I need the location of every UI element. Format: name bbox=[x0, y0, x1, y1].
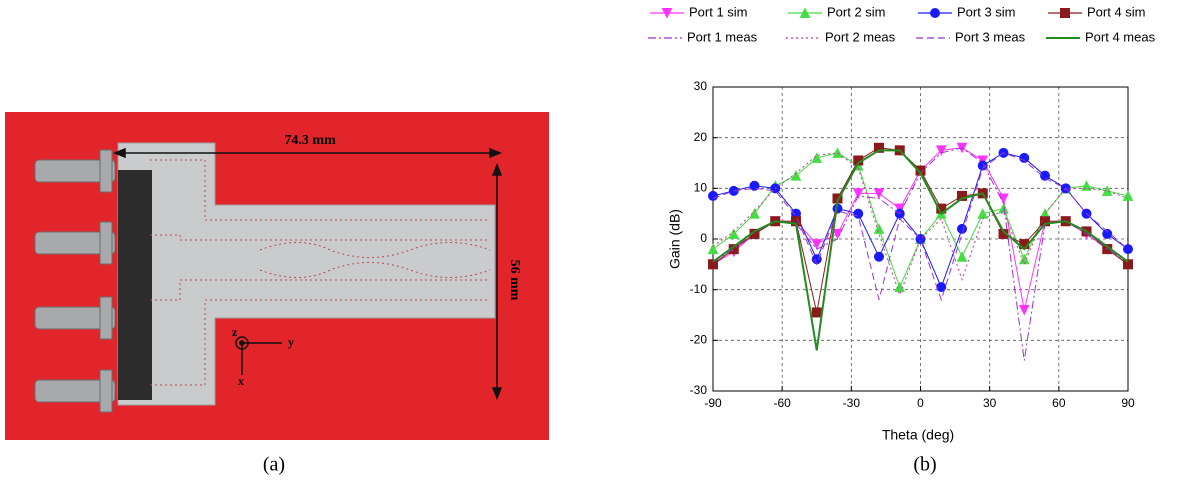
y-tick-label: 30 bbox=[694, 79, 708, 93]
marker bbox=[1018, 304, 1030, 316]
marker bbox=[935, 145, 947, 156]
legend-item: Port 1 sim bbox=[650, 4, 748, 19]
legend-label: Port 2 meas bbox=[825, 29, 896, 44]
x-axis-title: Theta (deg) bbox=[882, 427, 954, 443]
y-tick-label: 10 bbox=[694, 181, 708, 195]
marker bbox=[1019, 152, 1030, 163]
x-tick-label: 90 bbox=[1121, 396, 1135, 410]
marker bbox=[1102, 228, 1113, 239]
legend-label: Port 3 meas bbox=[955, 29, 1026, 44]
board bbox=[117, 142, 496, 406]
legend-label: Port 1 sim bbox=[689, 4, 748, 19]
legend-item: Port 4 sim bbox=[1048, 4, 1146, 19]
series-line bbox=[712, 152, 1129, 297]
x-tick-label: -30 bbox=[843, 396, 861, 410]
marker bbox=[790, 170, 802, 181]
width-label: 74.3 mm bbox=[284, 133, 336, 148]
marker bbox=[1122, 190, 1134, 201]
marker bbox=[1060, 8, 1070, 18]
marker bbox=[852, 188, 864, 200]
dimension-arrows bbox=[112, 147, 503, 401]
series-line bbox=[712, 152, 1129, 302]
marker bbox=[873, 188, 885, 200]
marker bbox=[707, 243, 719, 255]
marker bbox=[874, 142, 884, 153]
marker bbox=[977, 208, 989, 219]
marker bbox=[749, 180, 760, 191]
ground-block bbox=[118, 170, 152, 400]
caption: (b) bbox=[913, 454, 936, 476]
marker bbox=[1123, 259, 1133, 270]
marker bbox=[799, 7, 811, 18]
y-axis-title: Gain (dB) bbox=[667, 209, 683, 269]
legend-label: Port 2 sim bbox=[827, 4, 886, 19]
y-tick-label: -10 bbox=[690, 282, 708, 296]
caption: (a) bbox=[263, 454, 285, 476]
series-line bbox=[712, 149, 1129, 351]
x-tick-label: 0 bbox=[917, 396, 924, 410]
marker bbox=[1040, 170, 1050, 181]
y-tick-label: -30 bbox=[690, 383, 708, 397]
x-tick-label: 60 bbox=[1052, 396, 1066, 410]
height-label: 56 mm bbox=[507, 260, 522, 301]
x-tick-label: 30 bbox=[983, 396, 997, 410]
marker bbox=[957, 223, 967, 234]
marker bbox=[811, 307, 822, 318]
marker bbox=[811, 239, 823, 250]
legend-item: Port 2 meas bbox=[786, 29, 896, 44]
marker bbox=[957, 190, 967, 201]
marker bbox=[998, 202, 1009, 214]
legend-item: Port 2 sim bbox=[788, 4, 886, 19]
plot-border bbox=[712, 86, 1129, 392]
axis-label: y bbox=[288, 335, 294, 349]
axis-label: z bbox=[232, 325, 238, 339]
connectors bbox=[34, 149, 116, 413]
marker bbox=[853, 208, 864, 219]
marker bbox=[832, 147, 843, 158]
y-tick-label: 0 bbox=[700, 231, 707, 245]
photo: 74.3 mm 56 mm z y x bbox=[5, 112, 549, 440]
marker bbox=[930, 8, 940, 18]
x-tick-label: -60 bbox=[773, 396, 791, 410]
marker bbox=[728, 228, 740, 239]
marker bbox=[708, 190, 718, 201]
x-tick-label: -90 bbox=[704, 396, 722, 410]
axis-label: x bbox=[238, 374, 244, 388]
legend-label: Port 1 meas bbox=[687, 29, 758, 44]
legend-label: Port 4 meas bbox=[1085, 29, 1156, 44]
legend-item: Port 3 sim bbox=[918, 4, 1016, 19]
legend-label: Port 4 sim bbox=[1087, 4, 1146, 19]
marker bbox=[956, 251, 968, 262]
marker bbox=[977, 155, 989, 167]
marker bbox=[661, 8, 673, 19]
legend-item: Port 3 meas bbox=[916, 29, 1026, 44]
legend-item: Port 4 meas bbox=[1046, 29, 1156, 44]
marker bbox=[874, 251, 884, 262]
legend-label: Port 3 sim bbox=[957, 4, 1016, 19]
y-tick-label: 20 bbox=[694, 130, 708, 144]
marker bbox=[708, 259, 718, 270]
legend-item: Port 1 meas bbox=[648, 29, 758, 44]
vias bbox=[150, 159, 491, 386]
marker bbox=[873, 223, 885, 234]
y-tick-label: -20 bbox=[690, 333, 708, 347]
